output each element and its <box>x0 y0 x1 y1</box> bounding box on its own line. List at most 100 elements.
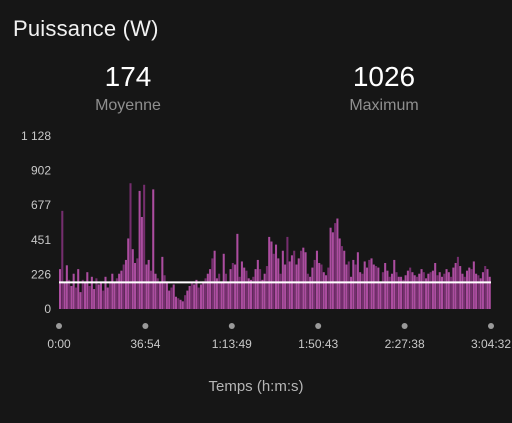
power-bar <box>81 279 84 309</box>
power-bar <box>227 282 230 309</box>
maximum-stat: 1026 Maximum <box>294 61 474 115</box>
power-bar <box>156 278 159 309</box>
power-bar <box>331 232 334 309</box>
y-tick-label: 1 128 <box>21 129 51 143</box>
maximum-value: 1026 <box>352 61 416 92</box>
power-bar <box>429 272 432 309</box>
power-bar <box>406 270 409 309</box>
power-bar <box>270 241 273 309</box>
power-bar <box>402 279 405 309</box>
power-bar <box>90 276 93 309</box>
power-bar <box>354 264 357 309</box>
power-bar <box>204 278 207 309</box>
power-bar <box>486 269 489 309</box>
power-bar <box>136 258 139 309</box>
power-bar <box>256 259 259 309</box>
power-bar <box>154 273 157 309</box>
power-bar <box>102 290 105 309</box>
power-bar <box>215 278 218 309</box>
power-bar <box>311 267 314 309</box>
power-bar <box>452 267 455 309</box>
power-bar <box>152 189 155 309</box>
power-bar <box>263 273 266 309</box>
power-bar <box>165 281 168 309</box>
power-bar <box>188 285 191 309</box>
power-bar <box>86 272 89 309</box>
power-bar <box>268 236 271 309</box>
power-bar <box>84 282 87 309</box>
y-tick-label: 677 <box>31 198 51 212</box>
x-tick-label: 1:50:43 <box>298 337 338 351</box>
power-bar <box>443 273 446 309</box>
y-tick-label: 226 <box>31 267 51 281</box>
power-bar <box>475 273 478 309</box>
power-bar <box>397 276 400 309</box>
power-bar <box>97 284 100 309</box>
x-tick-label: 0:00 <box>47 337 71 351</box>
x-tick-dot <box>142 323 149 329</box>
power-bar <box>309 276 312 309</box>
power-bar <box>297 258 300 309</box>
power-bar <box>193 284 196 309</box>
power-bar <box>184 295 187 309</box>
x-tick-label: 36:54 <box>130 337 160 351</box>
power-bar <box>327 267 330 309</box>
power-bar <box>231 262 234 309</box>
power-bar <box>375 266 378 309</box>
power-bar <box>131 249 134 309</box>
power-bar <box>79 292 82 309</box>
power-bar <box>202 281 205 309</box>
chart-title: Puissance (W) <box>13 16 159 41</box>
power-bar <box>325 275 328 309</box>
power-bar <box>395 272 398 309</box>
power-bar <box>390 273 394 309</box>
power-bar <box>127 238 130 309</box>
power-bar <box>379 281 382 309</box>
power-bar <box>109 281 112 309</box>
power-bar <box>304 252 307 309</box>
power-bar <box>350 276 353 309</box>
power-bar <box>418 273 421 309</box>
power-bar <box>140 216 143 309</box>
power-bar <box>302 247 305 309</box>
power-bar <box>174 296 178 309</box>
power-bar <box>179 299 182 309</box>
power-bar <box>338 238 341 309</box>
power-bar <box>159 282 162 309</box>
power-bar <box>129 183 132 309</box>
power-bar <box>409 267 412 309</box>
power-bar <box>415 276 419 309</box>
power-bar <box>340 246 343 309</box>
y-tick-label: 451 <box>31 233 51 247</box>
power-bar <box>465 270 469 309</box>
power-bar <box>211 258 214 309</box>
power-bar <box>347 261 350 309</box>
power-bar <box>72 273 75 309</box>
power-bar <box>220 281 223 309</box>
power-bar <box>404 275 407 309</box>
x-tick-dot <box>228 323 235 329</box>
y-tick-label: 0 <box>44 302 51 316</box>
power-bar <box>352 259 355 309</box>
power-bar <box>322 272 325 309</box>
power-bar <box>186 290 189 309</box>
power-bar <box>275 244 278 309</box>
x-tick-dot <box>56 323 62 329</box>
power-bar <box>386 270 389 309</box>
power-bar <box>363 261 366 309</box>
power-bar <box>361 273 364 309</box>
power-bar <box>213 250 216 309</box>
power-bar <box>288 261 291 309</box>
x-tick-dot <box>315 323 322 329</box>
power-bar <box>74 287 77 309</box>
power-bar <box>286 236 289 309</box>
power-bar <box>70 285 73 309</box>
power-bar <box>461 273 464 309</box>
average-stat: 174 Moyenne <box>38 61 218 115</box>
power-bar <box>477 275 480 309</box>
power-bar <box>479 278 482 309</box>
power-bar <box>247 278 250 309</box>
power-bar <box>345 264 348 309</box>
power-bar <box>104 276 107 309</box>
power-bar <box>393 259 396 309</box>
